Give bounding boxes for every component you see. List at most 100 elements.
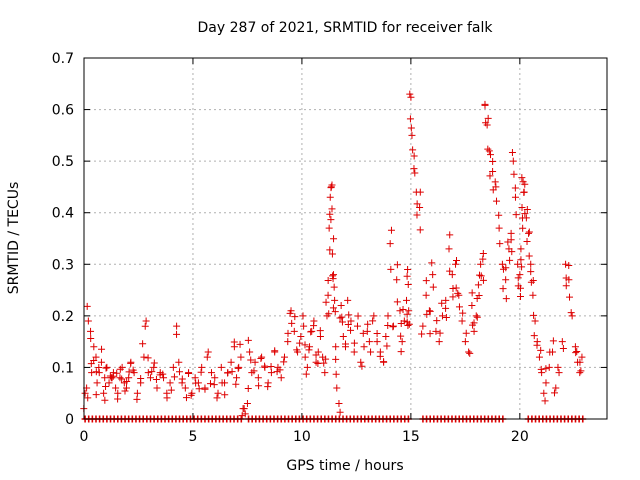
data-point — [428, 259, 436, 267]
data-point — [489, 157, 497, 165]
data-point — [521, 210, 529, 218]
data-point — [449, 293, 457, 301]
data-point — [516, 271, 524, 279]
data-point — [84, 317, 92, 325]
data-point — [422, 291, 430, 299]
data-point — [511, 184, 519, 192]
data-point — [347, 326, 355, 334]
data-point — [518, 204, 526, 212]
y-tick-label: 0.5 — [52, 154, 74, 170]
data-point — [516, 284, 524, 292]
data-point — [247, 356, 255, 364]
data-point — [160, 374, 168, 382]
y-tick-label: 0.1 — [52, 360, 74, 376]
data-point — [316, 327, 324, 335]
data-point — [403, 272, 411, 280]
data-point — [373, 338, 381, 346]
data-point — [530, 332, 538, 340]
data-point — [558, 338, 566, 346]
data-point — [562, 282, 570, 290]
data-point — [232, 380, 240, 388]
data-point — [577, 367, 585, 375]
data-point — [465, 348, 473, 356]
data-point — [290, 327, 298, 335]
data-point — [347, 317, 355, 325]
data-point — [90, 343, 98, 351]
data-point — [316, 332, 324, 340]
data-point — [175, 368, 183, 376]
data-point — [325, 224, 333, 232]
plot-frame — [83, 57, 608, 420]
data-point — [228, 368, 236, 376]
data-point — [393, 276, 401, 284]
data-point — [336, 408, 344, 416]
data-point — [330, 271, 338, 279]
data-point — [477, 260, 485, 268]
data-point — [312, 358, 320, 366]
data-point — [332, 343, 340, 351]
data-point — [273, 368, 281, 376]
data-point — [97, 358, 105, 366]
data-point — [114, 395, 122, 403]
data-point — [555, 369, 563, 377]
data-point — [397, 348, 405, 356]
data-point — [542, 365, 550, 373]
data-point — [201, 385, 209, 393]
data-point — [276, 366, 284, 374]
data-point — [549, 337, 557, 345]
data-point — [299, 312, 307, 320]
data-point — [167, 386, 175, 394]
data-point — [507, 229, 515, 237]
data-point — [354, 312, 362, 320]
data-point — [576, 358, 584, 366]
data-point — [397, 332, 405, 340]
data-point — [81, 389, 89, 397]
data-point — [197, 368, 205, 376]
data-point — [405, 307, 413, 315]
data-point — [454, 289, 462, 297]
data-point — [184, 369, 192, 377]
data-point — [261, 362, 269, 370]
data-point — [483, 121, 491, 129]
data-point — [320, 359, 328, 367]
data-point — [267, 369, 275, 377]
data-point — [142, 317, 150, 325]
data-point — [250, 367, 258, 375]
y-tick-label: 0 — [65, 412, 74, 428]
data-point — [329, 272, 337, 280]
data-point — [181, 384, 189, 392]
data-point — [477, 272, 485, 280]
data-point — [166, 379, 174, 387]
data-point — [502, 264, 510, 272]
data-point — [389, 323, 397, 331]
data-point — [173, 330, 181, 338]
data-point — [429, 283, 437, 291]
data-point — [217, 363, 225, 371]
data-point — [92, 353, 100, 361]
data-point — [403, 310, 411, 318]
data-point — [452, 284, 460, 292]
data-point — [328, 181, 336, 189]
data-point — [365, 338, 373, 346]
data-point — [360, 343, 368, 351]
data-point — [384, 321, 392, 329]
data-point — [410, 152, 418, 160]
data-point — [339, 332, 347, 340]
data-point — [393, 261, 401, 269]
data-point — [139, 340, 147, 348]
data-point — [257, 355, 265, 363]
data-point — [300, 322, 308, 330]
data-point — [517, 256, 525, 264]
data-point — [387, 226, 395, 234]
data-point — [237, 353, 245, 361]
data-point — [113, 369, 121, 377]
data-point — [198, 363, 206, 371]
data-point — [224, 369, 232, 377]
data-point — [416, 226, 424, 234]
data-point — [435, 338, 443, 346]
data-point — [521, 180, 529, 188]
data-point — [178, 375, 186, 383]
data-point — [523, 238, 531, 246]
data-point — [251, 358, 259, 366]
